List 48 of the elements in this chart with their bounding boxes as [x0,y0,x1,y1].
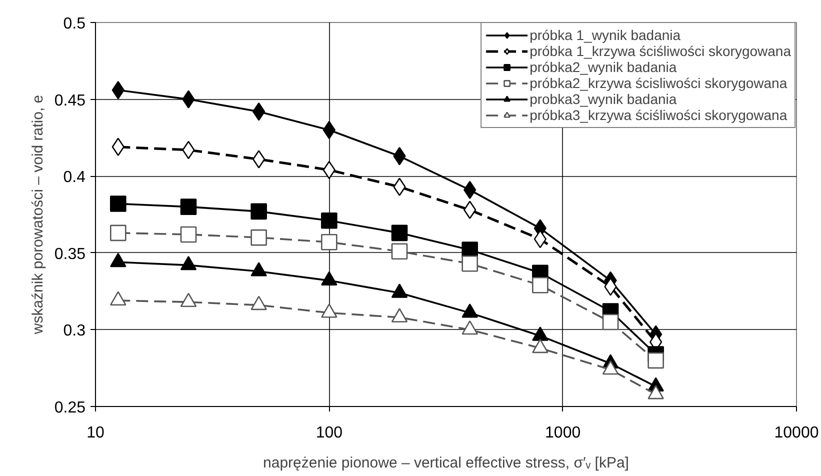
legend-label: próbka 1_krzywa ściśliwości skorygowana [530,43,791,59]
point [250,296,267,310]
point [391,308,408,322]
y-tick-label: 0.4 [63,169,86,186]
y-tick-label: 0.5 [63,16,86,32]
point [602,314,619,330]
y-tick-label: 0.35 [54,246,86,263]
x-tick-label: 100 [316,424,343,442]
legend-label: próbka 1_wynik badania [530,27,681,43]
y-axis-title: wskaźnik porowatości – void ratio, e [29,94,46,336]
point [110,196,126,212]
point [391,224,408,242]
point [532,338,548,354]
point [532,277,548,294]
y-tick-label: 0.25 [54,400,86,416]
x-tick-label: 10000 [774,424,819,442]
legend-label: próbka2_krzywa ścisliwości skorygowana [530,75,788,91]
point [252,150,266,168]
point [182,90,195,108]
x-tick-label: 1000 [545,424,581,442]
x-tick-label: 10 [86,424,104,442]
point [462,303,478,318]
point [532,326,548,341]
y-tick-label: 0.3 [63,322,86,340]
point [534,230,547,248]
point [250,229,267,246]
point [180,198,197,215]
x-axis-title: naprężenie pionowe – vertical effective stress, σ′ᵥ [kPa] [263,454,629,472]
point [604,278,617,296]
legend-label: próbka3_krzywa ściśliwości skorygowana [530,107,788,123]
point [250,262,267,276]
point [393,178,406,196]
legend-label: probka3_wynik badania [530,91,677,107]
point [180,226,197,243]
point [321,303,338,318]
point [110,252,126,268]
point [180,292,197,308]
y-tick-label: 0.45 [54,92,86,110]
point [110,291,126,306]
point [391,243,408,260]
point [391,284,408,298]
point [462,320,478,335]
point [321,271,338,286]
point [180,256,197,270]
legend-label: próbka2_wynik badania [530,59,677,75]
point [602,360,619,375]
point [250,203,267,220]
point [321,212,338,229]
